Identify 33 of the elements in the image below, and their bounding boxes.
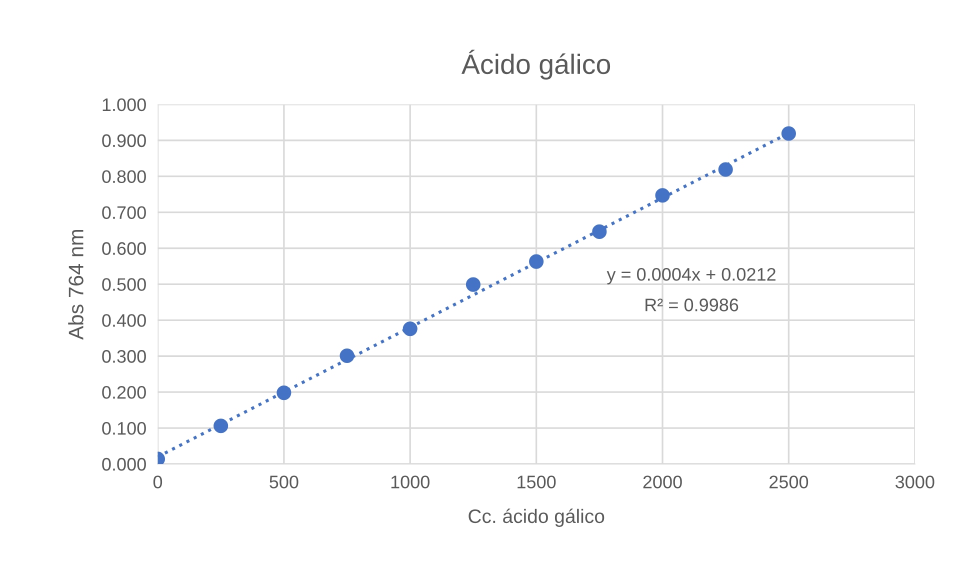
x-axis-title: Cc. ácido gálico [468, 508, 604, 527]
x-tick-label: 1500 [518, 476, 556, 488]
y-tick-label: 0.300 [102, 350, 146, 363]
y-tick-label: 0.600 [102, 242, 146, 255]
point [402, 322, 418, 336]
x-tick-label: 0 [153, 476, 162, 488]
y-tick-label: 0.100 [102, 422, 146, 435]
x-tick-label: 3000 [896, 476, 934, 488]
x-tick-label: 2000 [643, 476, 682, 488]
y-tick-label: 0.000 [102, 458, 146, 471]
point [592, 224, 607, 239]
point [214, 418, 228, 434]
y-tick-label: 0.800 [102, 170, 146, 184]
y-tick-label: 0.400 [102, 314, 146, 327]
annotation: y = 0.0004x + 0.0212 [606, 268, 776, 284]
x-tick-label: 1000 [391, 476, 430, 488]
y-tick-label: 0.900 [102, 134, 146, 148]
y-tick-label: 0.500 [102, 278, 146, 291]
point [655, 188, 670, 203]
point [466, 277, 480, 292]
chart-title: Ácido gálico [461, 50, 610, 80]
annotation: R² = 0.9986 [646, 298, 738, 312]
y-axis-title: Abs 764 nm [68, 230, 84, 340]
point [276, 386, 292, 400]
x-tick-label: 2500 [770, 476, 808, 488]
y-tick-label: 0.700 [102, 206, 146, 219]
x-tick-label: 500 [270, 476, 298, 488]
y-tick-label: 1.000 [102, 98, 146, 112]
point [529, 254, 544, 269]
point [781, 126, 796, 141]
y-tick-label: 0.200 [102, 386, 146, 399]
point [718, 162, 733, 177]
point [340, 348, 354, 364]
